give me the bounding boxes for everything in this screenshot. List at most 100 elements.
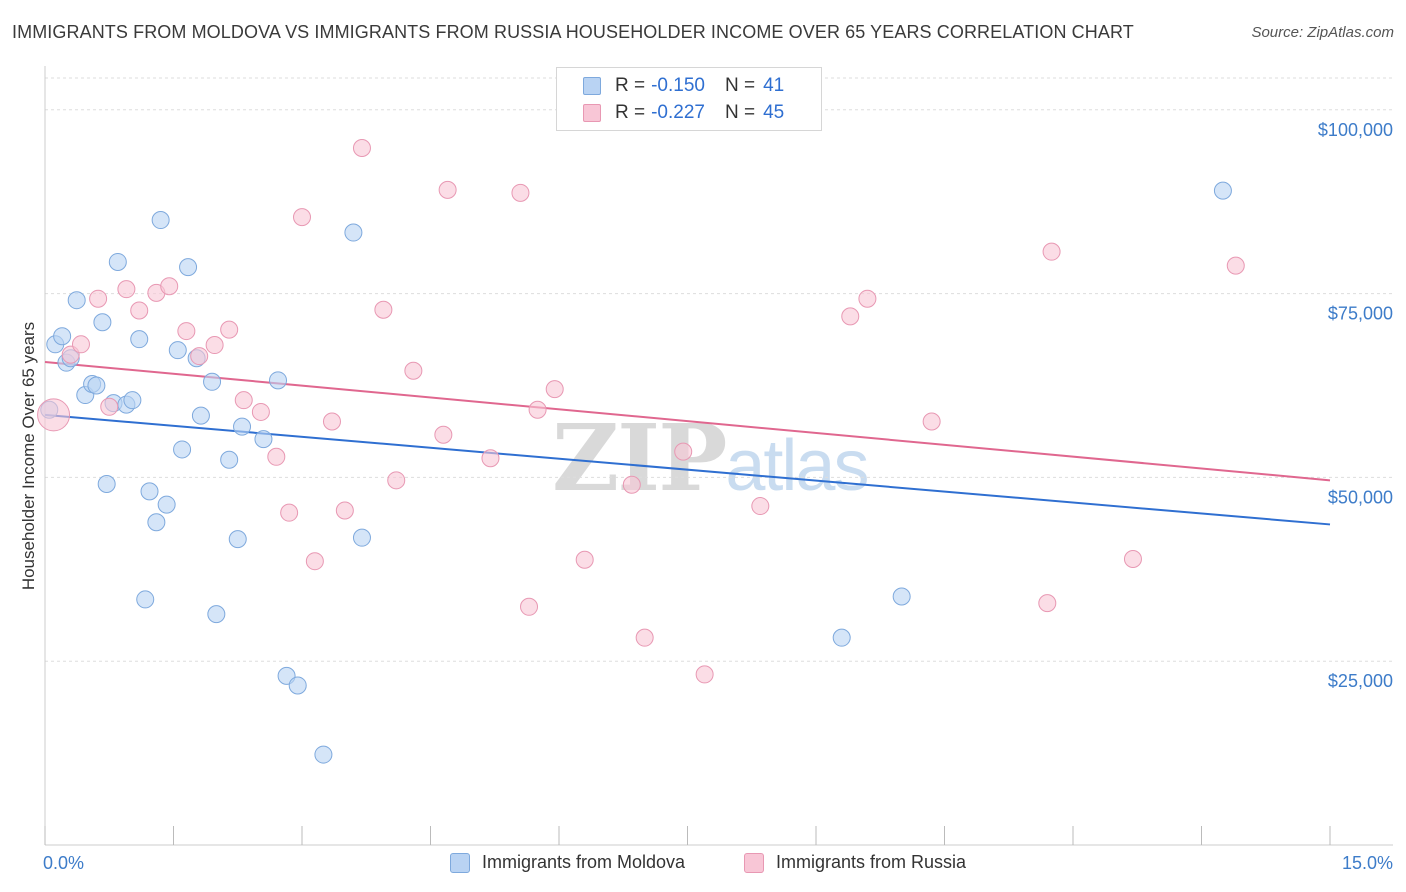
point-russia [635, 628, 654, 647]
trend-lines [44, 360, 1331, 526]
point-moldova [173, 440, 192, 459]
point-moldova [157, 495, 176, 514]
point-russia [1226, 256, 1245, 275]
point-russia [695, 665, 714, 684]
point-russia [674, 442, 693, 461]
point-moldova [108, 252, 127, 271]
y-tick-label: $50,000 [1328, 487, 1393, 507]
point-moldova [233, 417, 252, 436]
point-russia [71, 335, 90, 354]
point-russia [130, 301, 149, 320]
point-russia [751, 497, 770, 516]
point-moldova [53, 327, 72, 346]
point-russia [387, 471, 406, 490]
watermark-atlas: atlas [725, 426, 869, 506]
point-moldova [87, 376, 106, 395]
point-moldova [254, 430, 273, 449]
chart-title: IMMIGRANTS FROM MOLDOVA VS IMMIGRANTS FR… [12, 22, 1134, 42]
point-moldova [93, 313, 112, 332]
legend-swatch-moldova [583, 77, 601, 95]
x-tick-label: 15.0% [1342, 853, 1393, 873]
legend-n-value-moldova: 41 [763, 75, 785, 96]
point-moldova [269, 371, 288, 390]
x-tick-label: 0.0% [43, 853, 84, 873]
point-russia [117, 280, 136, 299]
point-russia [404, 361, 423, 380]
y-tick-label: $100,000 [1318, 120, 1393, 140]
data-points [37, 138, 1245, 764]
correlation-legend: R = -0.150 N = 41 R = -0.227 N = 45 [556, 67, 822, 131]
point-russia [1042, 242, 1061, 261]
point-moldova [130, 330, 149, 349]
point-moldova [67, 291, 86, 310]
legend-n-value-russia: 45 [763, 102, 785, 123]
point-russia [352, 138, 371, 157]
point-moldova [344, 223, 363, 242]
point-moldova [352, 528, 371, 547]
point-moldova [136, 590, 155, 609]
point-russia [37, 398, 71, 432]
point-moldova [892, 587, 911, 606]
point-moldova [207, 605, 226, 624]
legend-r-label: R = [615, 102, 646, 123]
grid-lines [45, 77, 1393, 662]
point-russia [438, 180, 457, 199]
trend-line-russia [44, 360, 1331, 482]
point-moldova [147, 513, 166, 532]
y-tick-label: $25,000 [1328, 671, 1393, 691]
point-russia [305, 552, 324, 571]
point-moldova [832, 628, 851, 647]
legend-r-value-moldova: -0.150 [651, 75, 705, 96]
point-russia [520, 597, 539, 616]
legend-row-moldova: R = -0.150 N = 41 [583, 73, 784, 99]
point-russia [481, 449, 500, 468]
point-moldova [168, 341, 187, 360]
point-russia [841, 307, 860, 326]
point-russia [205, 336, 224, 355]
point-moldova [220, 450, 239, 469]
point-russia [434, 425, 453, 444]
bottom-legend-swatch-russia [744, 852, 764, 873]
point-russia [511, 183, 530, 202]
point-moldova [140, 482, 159, 501]
point-russia [858, 289, 877, 308]
point-russia [335, 501, 354, 520]
point-russia [1038, 594, 1057, 613]
point-russia [89, 289, 108, 308]
point-moldova [203, 372, 222, 391]
point-russia [293, 208, 311, 227]
bottom-legend-russia: Immigrants from Russia [744, 852, 966, 873]
point-russia [622, 475, 641, 494]
point-russia [100, 397, 119, 416]
point-russia [1123, 549, 1142, 568]
point-moldova [123, 391, 142, 410]
bottom-legend-moldova: Immigrants from Moldova [450, 852, 685, 873]
point-russia [322, 412, 341, 431]
point-moldova [191, 406, 210, 425]
legend-r-label: R = [615, 75, 646, 96]
point-moldova [179, 258, 198, 277]
source-label: Source: ZipAtlas.com [1251, 24, 1394, 41]
point-russia [267, 447, 286, 466]
point-russia [545, 380, 564, 399]
point-russia [374, 300, 393, 319]
point-moldova [1213, 181, 1232, 200]
point-moldova [314, 745, 333, 764]
point-russia [160, 277, 179, 296]
point-russia [177, 322, 196, 341]
point-russia [280, 503, 299, 522]
point-moldova [288, 676, 307, 695]
point-russia [190, 347, 209, 366]
legend-row-russia: R = -0.227 N = 45 [583, 100, 784, 126]
point-russia [220, 320, 239, 339]
legend-swatch-russia [583, 104, 601, 122]
legend-n-label: N = [724, 102, 756, 123]
bottom-legend-label-russia: Immigrants from Russia [776, 852, 967, 872]
y-tick-label: $75,000 [1328, 304, 1393, 324]
bottom-legend-label-moldova: Immigrants from Moldova [482, 852, 686, 872]
tick-labels: $25,000 $50,000 $75,000 $100,000 0.0% 15.0% [43, 120, 1393, 873]
legend-n-label: N = [724, 75, 756, 96]
point-russia [234, 391, 253, 410]
point-moldova [151, 211, 170, 230]
